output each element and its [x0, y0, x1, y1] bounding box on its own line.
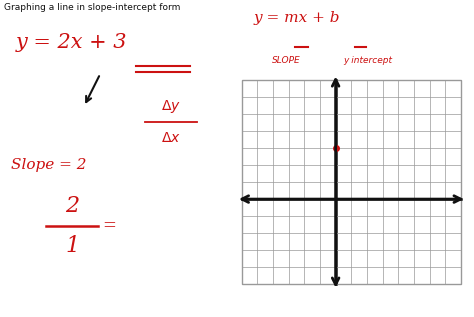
- Text: 2: 2: [65, 195, 79, 217]
- Text: Graphing a line in slope-intercept form: Graphing a line in slope-intercept form: [4, 3, 180, 12]
- Bar: [242, 80, 461, 284]
- Text: y intercept: y intercept: [343, 56, 392, 65]
- Text: SLOPE: SLOPE: [273, 56, 301, 65]
- Text: 1: 1: [65, 236, 79, 257]
- Text: y = 2x + 3: y = 2x + 3: [16, 33, 127, 52]
- Text: $\Delta y$: $\Delta y$: [161, 98, 181, 115]
- Text: =: =: [103, 217, 117, 235]
- Text: Slope = 2: Slope = 2: [11, 158, 86, 172]
- Text: y = mx + b: y = mx + b: [254, 11, 340, 25]
- Text: $\Delta x$: $\Delta x$: [161, 131, 181, 145]
